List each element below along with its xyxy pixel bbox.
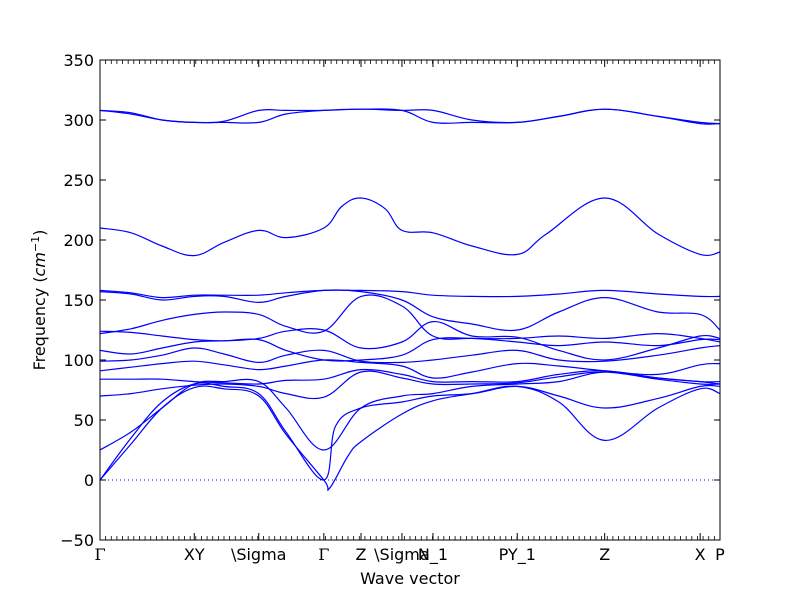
x-tick-label: Γ (94, 545, 105, 564)
y-axis-ticks: −50 0 50 100 150 200 250 300 350 (60, 51, 720, 550)
band-9 (99, 345, 721, 364)
y-tick-label: 200 (63, 231, 94, 250)
band-3 (99, 197, 721, 257)
band-7 (99, 320, 721, 361)
x-tick-label: XY (184, 545, 205, 564)
x-tick-label: X (695, 545, 706, 564)
x-tick-label: \Sigma (231, 545, 287, 564)
dispersion-curves (99, 108, 721, 491)
band-13 (99, 371, 721, 451)
y-axis-label: Frequency (cm−1) (29, 230, 49, 371)
x-tick-label: \Sigma (374, 545, 430, 564)
y-tick-label: 50 (74, 411, 94, 430)
band-15 (99, 385, 721, 491)
band-5 (99, 289, 721, 332)
band-8 (99, 337, 721, 362)
y-tick-label: 250 (63, 171, 94, 190)
y-tick-label: 0 (84, 471, 94, 490)
y-tick-label: −50 (60, 531, 94, 550)
x-tick-label: P (715, 545, 725, 564)
x-tick-label: PY_1 (499, 545, 536, 565)
x-tick-label: Z (599, 545, 610, 564)
y-tick-label: 150 (63, 291, 94, 310)
band-11 (100, 368, 721, 385)
band-2 (99, 108, 721, 125)
x-tick-label: N_1 (418, 545, 448, 565)
y-tick-label: 100 (63, 351, 94, 370)
band-14 (99, 382, 721, 481)
x-tick-label: Z (356, 545, 367, 564)
band-4 (99, 289, 721, 299)
y-tick-label: 300 (63, 111, 94, 130)
y-tick-label: 350 (63, 51, 94, 70)
band-6 (99, 294, 721, 343)
x-tick-label: Γ (318, 545, 329, 564)
plot-frame (99, 59, 721, 541)
x-axis-label: Wave vector (360, 569, 460, 588)
